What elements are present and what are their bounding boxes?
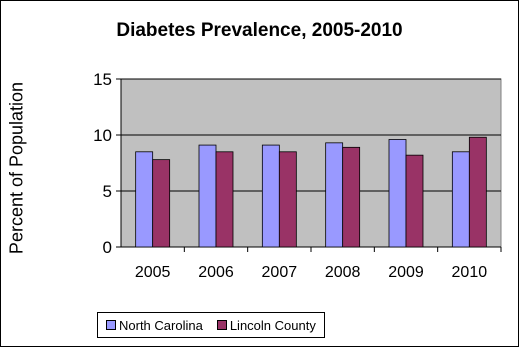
legend-swatch-north-carolina <box>106 320 116 330</box>
x-tick-label-2006: 2006 <box>198 264 234 281</box>
legend-swatch-lincoln-county <box>216 320 227 330</box>
legend-item-lincoln-county: Lincoln County <box>216 317 316 333</box>
bar-lincoln-county-2005 <box>152 159 171 248</box>
bar-lincoln-county-2007 <box>278 151 297 248</box>
bar-north-carolina-2008 <box>325 142 344 248</box>
bar-north-carolina-2009 <box>388 139 407 248</box>
bar-lincoln-county-2006 <box>215 151 234 248</box>
y-tick-label-10: 10 <box>93 126 112 145</box>
bar-north-carolina-2005 <box>135 151 154 248</box>
bar-north-carolina-2010 <box>451 151 470 248</box>
chart-legend: North Carolina Lincoln County <box>97 312 325 338</box>
bar-lincoln-county-2008 <box>342 146 361 248</box>
bar-north-carolina-2007 <box>261 144 280 248</box>
x-tick-label-2008: 2008 <box>325 264 361 281</box>
chart-title: Diabetes Prevalence, 2005-2010 <box>116 20 403 41</box>
bar-lincoln-county-2010 <box>468 136 487 248</box>
x-tick-label-2009: 2009 <box>388 264 424 281</box>
y-tick-label-0: 0 <box>103 238 112 257</box>
bar-north-carolina-2006 <box>198 144 217 248</box>
y-tick-label-15: 15 <box>93 70 112 89</box>
x-tick-label-2010: 2010 <box>452 264 488 281</box>
y-tick-label-5: 5 <box>103 182 112 201</box>
x-tick-label-2007: 2007 <box>262 264 298 281</box>
legend-label-lincoln-county: Lincoln County <box>229 317 316 333</box>
x-tick-label-2005: 2005 <box>135 264 171 281</box>
bar-lincoln-county-2009 <box>405 154 424 248</box>
plot-background <box>120 78 502 248</box>
legend-label-north-carolina: North Carolina <box>119 317 203 333</box>
legend-item-north-carolina: North Carolina <box>106 318 203 333</box>
